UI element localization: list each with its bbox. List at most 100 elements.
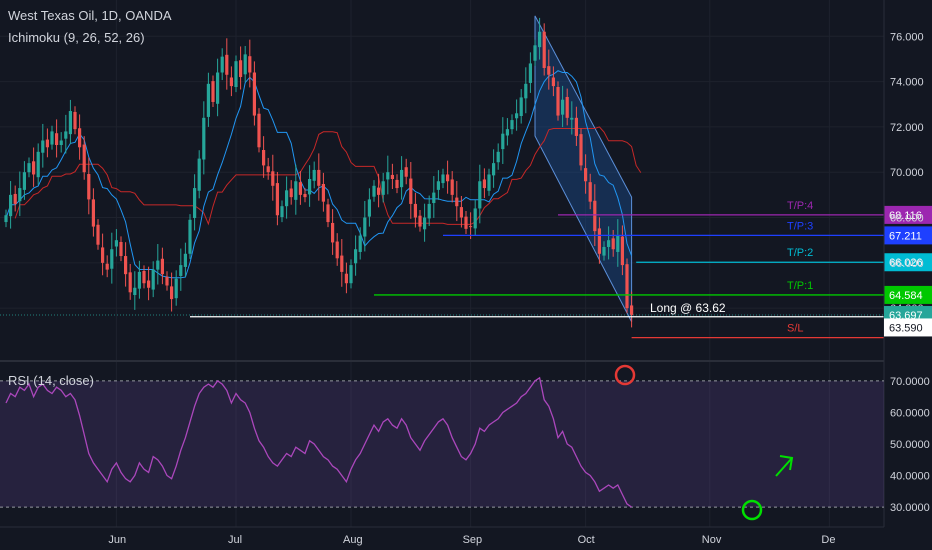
candle-body	[87, 174, 91, 200]
rsi-tick-label: 60.0000	[890, 407, 930, 419]
level-label: T/P:3	[787, 220, 813, 232]
candle-body	[597, 228, 601, 254]
candle-body	[441, 174, 445, 184]
candle-body	[381, 181, 385, 195]
price-tick-label: 70.000	[890, 167, 924, 179]
price-tick-label: 76.000	[890, 31, 924, 43]
candle-body	[561, 99, 565, 115]
candle-body	[27, 163, 31, 173]
candle-body	[344, 273, 348, 284]
candle-body	[413, 203, 417, 218]
candle-body	[165, 276, 169, 286]
candle-body	[239, 60, 243, 78]
time-tick-label: Oct	[578, 534, 595, 546]
candle-body	[303, 193, 307, 198]
candle-body	[211, 81, 215, 102]
level-price-value: 66.026	[889, 257, 923, 269]
rsi-oversold-circle	[741, 499, 763, 521]
time-tick-label: De	[821, 534, 835, 546]
candle-body	[501, 133, 505, 150]
candle-body	[432, 192, 436, 204]
candle-body	[257, 113, 261, 148]
time-tick-label: Jul	[228, 534, 242, 546]
rsi-tick-label: 50.0000	[890, 439, 930, 451]
candle-body	[455, 197, 459, 207]
level-label: S/L	[787, 323, 804, 335]
candle-body	[409, 178, 413, 204]
candle-body	[18, 188, 22, 202]
candle-body	[570, 117, 574, 120]
price-tick-label: 72.000	[890, 122, 924, 134]
candle-body	[331, 222, 335, 243]
chart-title: West Texas Oil, 1D, OANDA	[8, 8, 172, 23]
candle-body	[9, 194, 13, 217]
price-tick-label: 68.000	[890, 213, 924, 225]
rsi-legend[interactable]: RSI (14, close)	[8, 373, 94, 388]
time-tick-label: Jun	[108, 534, 126, 546]
candle-body	[547, 66, 551, 75]
indicator-legend[interactable]: Ichimoku (9, 26, 52, 26)	[8, 30, 145, 45]
candle-body	[602, 246, 606, 256]
candle-body	[160, 258, 164, 275]
candle-body	[101, 247, 105, 263]
candle-body	[317, 169, 321, 186]
candle-body	[32, 161, 36, 175]
candle-body	[496, 151, 500, 163]
rsi-band-background	[0, 380, 884, 508]
candle-body	[519, 97, 523, 117]
candle-body	[505, 129, 509, 136]
candle-body	[55, 133, 59, 146]
level-price-tag	[884, 205, 932, 224]
level-label: T/P:1	[787, 280, 813, 292]
candle-body	[202, 117, 206, 160]
candle-body	[363, 217, 367, 237]
up-arrow-shaft	[775, 457, 793, 477]
candle-body	[427, 203, 431, 219]
candle-body	[469, 226, 473, 228]
candle-body	[170, 286, 174, 300]
rsi-axis[interactable]: 30.0000 40.0000 50.0000 60.0000 70.0000	[890, 376, 930, 514]
candle-body	[105, 263, 109, 270]
level-price-value: 67.211	[889, 230, 922, 242]
candle-body	[607, 240, 611, 247]
candle-body	[478, 181, 482, 209]
candle-body	[436, 181, 440, 190]
candle-body	[308, 179, 312, 195]
candle-body	[542, 31, 546, 68]
candle-body	[386, 172, 390, 180]
candle-body	[630, 305, 634, 315]
crosshair-price-value: 63.590	[889, 322, 923, 334]
candle-body	[156, 260, 160, 270]
entry-label: Long @ 63.62	[650, 301, 726, 315]
candle-body	[243, 54, 247, 75]
candle-body	[45, 139, 49, 148]
candle-body	[41, 140, 45, 153]
candle-body	[418, 215, 422, 227]
candle-body	[91, 199, 95, 227]
level-price-tag	[884, 285, 932, 304]
time-axis[interactable]: Jun Jul Aug Sep Oct Nov De	[108, 534, 835, 546]
trade-levels: T/P:4 68.116 T/P:3 67.211 T/P:2 66.026 T/P:1 64…	[190, 200, 932, 339]
candle-body	[271, 171, 275, 186]
candle-body	[137, 271, 141, 289]
candle-body	[142, 270, 146, 284]
candle-body	[275, 183, 279, 216]
candle-body	[289, 188, 293, 198]
candle-body	[151, 269, 155, 290]
candle-body	[312, 169, 316, 181]
candle-body	[128, 272, 132, 293]
candle-body	[588, 182, 592, 202]
candle-body	[36, 151, 40, 178]
candle-body	[515, 113, 519, 119]
candle-body	[533, 45, 537, 61]
candle-body	[538, 31, 542, 48]
candle-body	[133, 287, 137, 296]
level-label: T/P:4	[787, 200, 813, 212]
candle-body	[620, 236, 624, 266]
ichimoku-base-line	[14, 126, 642, 226]
candle-body	[335, 241, 339, 259]
candle-body	[473, 208, 477, 229]
candle-body	[551, 77, 555, 87]
